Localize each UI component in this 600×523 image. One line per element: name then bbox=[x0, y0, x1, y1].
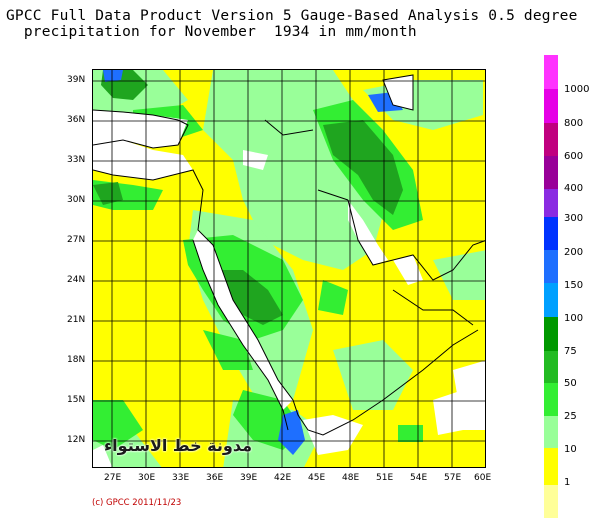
map-title-line2: precipitation for November 1934 in mm/mo… bbox=[6, 24, 417, 40]
precipitation-map bbox=[92, 69, 486, 468]
watermark-text: مدونة خط الاستواء bbox=[104, 436, 252, 455]
legend-swatch bbox=[544, 317, 558, 351]
legend-label-100: 100 bbox=[564, 313, 584, 324]
lon-label-48e: 48E bbox=[342, 473, 360, 483]
legend-swatch bbox=[544, 55, 558, 89]
legend-swatch bbox=[544, 250, 558, 283]
legend-label-1: 1 bbox=[564, 477, 571, 488]
lat-label-27n: 27N bbox=[67, 235, 86, 245]
lat-label-24n: 24N bbox=[67, 275, 86, 285]
lat-label-15n: 15N bbox=[67, 395, 86, 405]
lat-label-33n: 33N bbox=[67, 155, 86, 165]
legend-label-25: 25 bbox=[564, 411, 577, 422]
legend-swatch bbox=[544, 485, 558, 518]
legend-label-10: 10 bbox=[564, 444, 577, 455]
legend-swatch bbox=[544, 416, 558, 448]
map-title: GPCC Full Data Product Version 5 Gauge-B… bbox=[6, 8, 578, 40]
legend-swatch bbox=[544, 156, 558, 189]
legend-swatch bbox=[544, 448, 558, 485]
lat-label-36n: 36N bbox=[67, 115, 86, 125]
lon-label-33e: 33E bbox=[172, 473, 190, 483]
legend-swatch bbox=[544, 283, 558, 317]
legend-swatch bbox=[544, 383, 558, 416]
legend-label-800: 800 bbox=[564, 118, 584, 129]
legend-label-400: 400 bbox=[564, 183, 584, 194]
legend-swatch bbox=[544, 123, 558, 156]
legend-label-150: 150 bbox=[564, 280, 584, 291]
copyright-text: (c) GPCC 2011/11/23 bbox=[92, 498, 182, 508]
legend-swatch bbox=[544, 89, 558, 123]
lat-label-30n: 30N bbox=[67, 195, 86, 205]
map-canvas bbox=[93, 70, 485, 467]
graticule bbox=[93, 70, 485, 467]
lon-label-42e: 42E bbox=[274, 473, 292, 483]
legend-label-200: 200 bbox=[564, 247, 584, 258]
legend-label-75: 75 bbox=[564, 346, 577, 357]
lon-label-30e: 30E bbox=[138, 473, 156, 483]
lon-label-60e: 60E bbox=[474, 473, 492, 483]
no-data-regions bbox=[93, 75, 485, 467]
lat-label-21n: 21N bbox=[67, 315, 86, 325]
lat-label-18n: 18N bbox=[67, 355, 86, 365]
legend-label-300: 300 bbox=[564, 213, 584, 224]
coastlines bbox=[93, 74, 485, 436]
lat-label-12n: 12N bbox=[67, 435, 86, 445]
lon-label-45e: 45E bbox=[308, 473, 326, 483]
legend-label-1000: 1000 bbox=[564, 84, 590, 95]
legend-swatch bbox=[544, 189, 558, 217]
lon-label-36e: 36E bbox=[206, 473, 224, 483]
legend-label-600: 600 bbox=[564, 151, 584, 162]
lon-label-39e: 39E bbox=[240, 473, 258, 483]
legend-swatch bbox=[544, 351, 558, 383]
legend-label-50: 50 bbox=[564, 378, 577, 389]
map-title-line1: GPCC Full Data Product Version 5 Gauge-B… bbox=[6, 8, 578, 24]
lon-label-27e: 27E bbox=[104, 473, 122, 483]
lon-label-51e: 51E bbox=[376, 473, 394, 483]
lon-label-57e: 57E bbox=[444, 473, 462, 483]
lon-label-54e: 54E bbox=[410, 473, 428, 483]
legend-swatch bbox=[544, 217, 558, 250]
lat-label-39n: 39N bbox=[67, 75, 86, 85]
